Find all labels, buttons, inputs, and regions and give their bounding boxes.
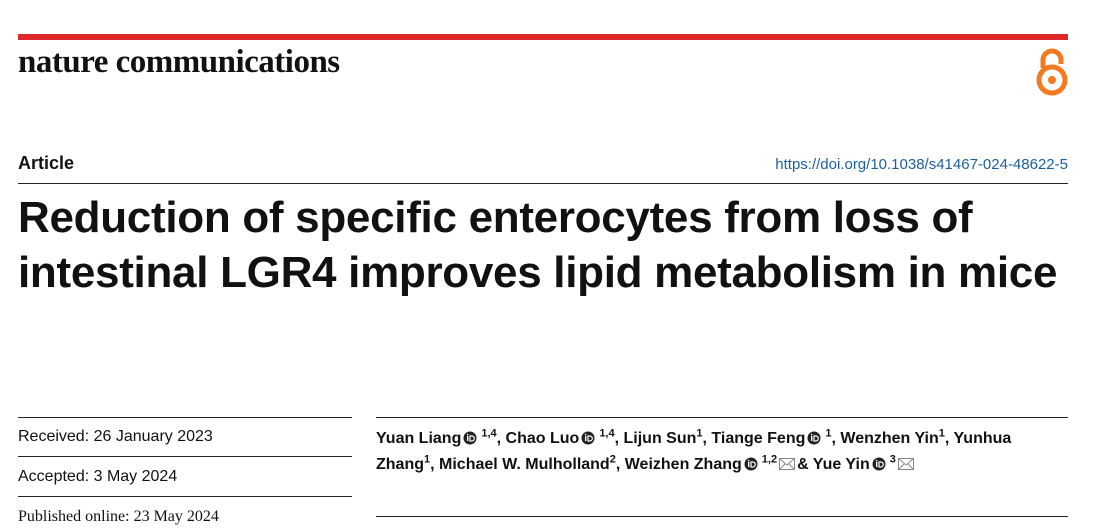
date-label: Received: xyxy=(18,428,90,445)
affiliation: 1,2 xyxy=(761,453,778,466)
open-access-icon xyxy=(1036,48,1068,96)
affiliation: 1 xyxy=(825,427,832,440)
date-label: Published online: xyxy=(18,508,130,525)
author-name[interactable]: Michael W. Mulholland xyxy=(439,456,610,473)
divider xyxy=(18,496,352,497)
separator: , xyxy=(831,430,836,447)
orcid-icon[interactable] xyxy=(807,431,823,445)
separator: , xyxy=(615,456,621,473)
divider xyxy=(18,417,352,418)
author-name[interactable]: Yue Yin xyxy=(812,456,870,473)
affiliation: 1 xyxy=(938,427,945,440)
date-value: 23 May 2024 xyxy=(133,508,219,525)
date-published: Published online: 23 May 2024 xyxy=(18,508,219,526)
separator: , xyxy=(944,430,950,447)
divider xyxy=(18,456,352,457)
article-title: Reduction of specific enterocytes from l… xyxy=(18,193,1058,297)
separator: , xyxy=(702,430,707,447)
brand-bar xyxy=(18,34,1068,40)
author-name[interactable]: Lijun Sun xyxy=(623,430,697,447)
separator: & xyxy=(797,456,809,473)
author-name[interactable]: Tiange Feng xyxy=(711,430,806,447)
orcid-icon[interactable] xyxy=(463,431,479,445)
date-value: 3 May 2024 xyxy=(93,468,178,485)
affiliation: 2 xyxy=(609,453,616,466)
email-icon[interactable] xyxy=(779,457,796,471)
affiliation: 1 xyxy=(696,427,703,440)
date-accepted: Accepted: 3 May 2024 xyxy=(18,468,177,486)
author-name[interactable]: Yunhua Zhang xyxy=(376,430,1012,473)
date-label: Accepted: xyxy=(18,468,90,485)
author-name[interactable]: Chao Luo xyxy=(505,430,580,447)
author-name[interactable]: Weizhen Zhang xyxy=(624,456,742,473)
doi-link[interactable]: https://doi.org/10.1038/s41467-024-48622… xyxy=(775,156,1068,173)
date-received: Received: 26 January 2023 xyxy=(18,428,213,446)
author-list: Yuan Liang 1,4, Chao Luo 1,4, Lijun Sun1, … xyxy=(376,426,1066,478)
date-value: 26 January 2023 xyxy=(93,428,213,445)
author-name[interactable]: Yuan Liang xyxy=(376,430,462,447)
email-icon[interactable] xyxy=(897,457,914,471)
orcid-icon[interactable] xyxy=(872,457,888,471)
journal-name: nature communications xyxy=(18,44,340,80)
separator: , xyxy=(614,430,620,447)
affiliation: 3 xyxy=(889,453,896,466)
separator: , xyxy=(430,456,435,473)
affiliation: 1,4 xyxy=(599,427,615,440)
affiliation: 1,4 xyxy=(481,427,497,440)
affiliation: 1 xyxy=(424,453,431,466)
divider xyxy=(376,516,1068,517)
separator: , xyxy=(496,430,502,447)
article-type: Article xyxy=(18,153,75,173)
orcid-icon[interactable] xyxy=(744,457,760,471)
author-name[interactable]: Wenzhen Yin xyxy=(840,430,939,447)
orcid-icon[interactable] xyxy=(581,431,597,445)
divider xyxy=(376,417,1068,418)
divider xyxy=(18,183,1068,184)
